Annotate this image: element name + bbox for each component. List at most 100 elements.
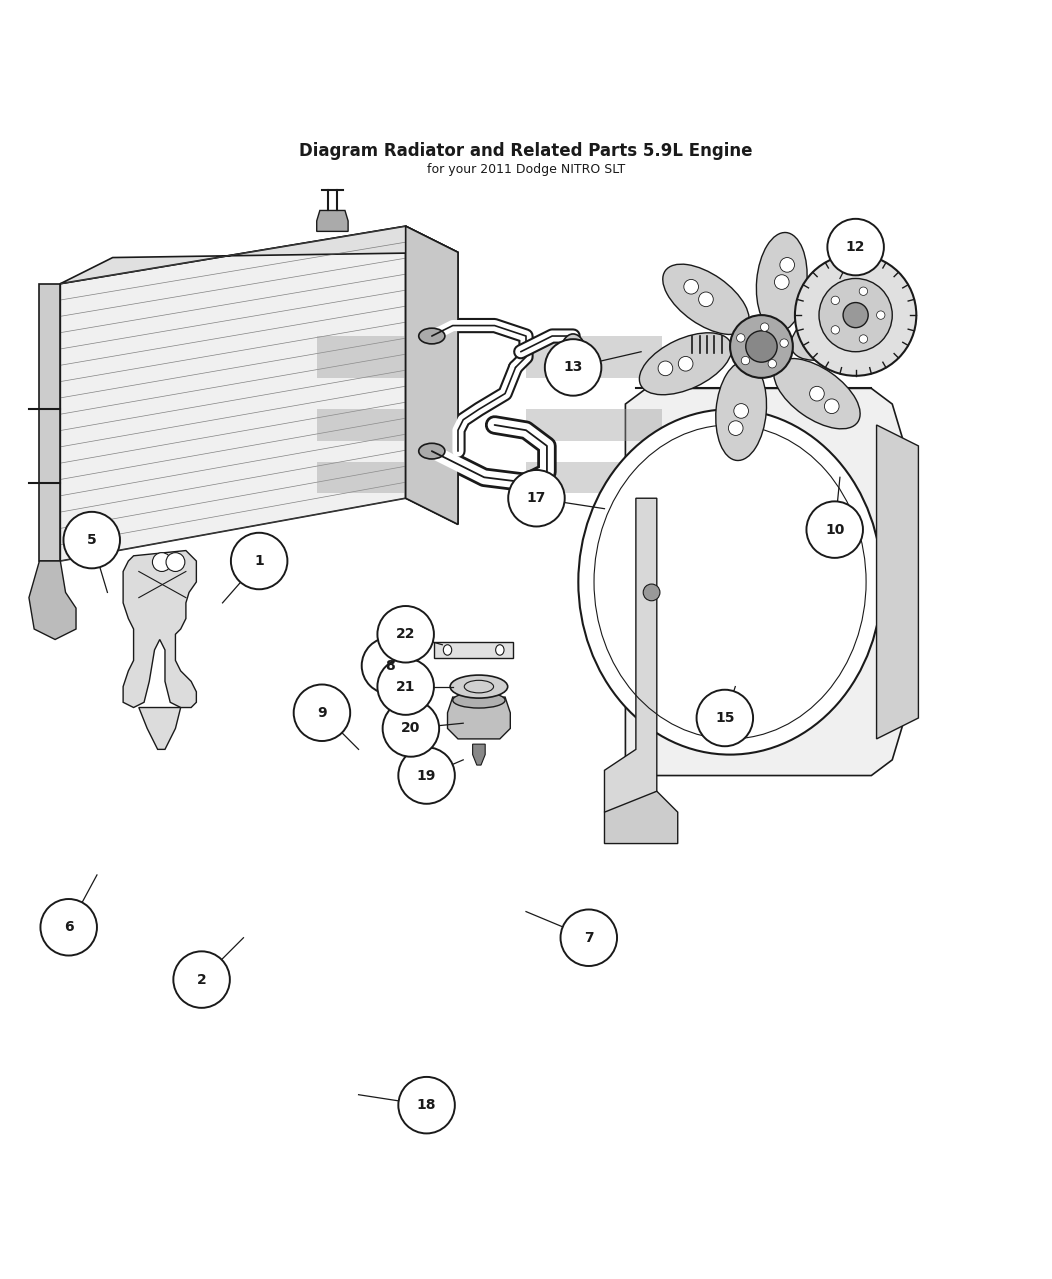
Circle shape <box>859 335 868 343</box>
Text: 17: 17 <box>527 491 546 505</box>
Circle shape <box>768 359 776 368</box>
Circle shape <box>780 339 788 348</box>
Ellipse shape <box>560 334 586 376</box>
Polygon shape <box>447 697 510 739</box>
Polygon shape <box>60 226 458 284</box>
Polygon shape <box>406 226 458 524</box>
Polygon shape <box>39 284 60 561</box>
Text: 22: 22 <box>396 627 416 641</box>
Circle shape <box>696 689 753 746</box>
Circle shape <box>230 533 287 590</box>
Text: 15: 15 <box>715 711 734 725</box>
Circle shape <box>830 322 845 336</box>
Circle shape <box>383 700 439 757</box>
Polygon shape <box>625 389 908 775</box>
Circle shape <box>561 909 618 966</box>
Circle shape <box>378 606 433 663</box>
Ellipse shape <box>640 333 732 395</box>
Text: 18: 18 <box>417 1099 437 1113</box>
Circle shape <box>746 331 777 362</box>
Polygon shape <box>406 226 458 524</box>
Polygon shape <box>317 211 348 231</box>
Polygon shape <box>472 744 485 765</box>
Ellipse shape <box>419 329 445 344</box>
Circle shape <box>174 952 229 1008</box>
Text: 1: 1 <box>255 554 264 568</box>
Ellipse shape <box>452 692 505 709</box>
FancyBboxPatch shape <box>317 409 452 441</box>
Circle shape <box>742 357 750 365</box>
Text: for your 2011 Dodge NITRO SLT: for your 2011 Dodge NITRO SLT <box>427 164 625 177</box>
Ellipse shape <box>579 409 882 755</box>
Text: 19: 19 <box>417 769 437 783</box>
Circle shape <box>40 899 97 955</box>
Text: 5: 5 <box>87 533 97 547</box>
FancyBboxPatch shape <box>526 409 662 441</box>
Circle shape <box>850 317 865 333</box>
Text: 8: 8 <box>385 659 394 673</box>
Text: 7: 7 <box>584 931 593 945</box>
Circle shape <box>153 553 171 572</box>
Polygon shape <box>605 792 677 844</box>
Polygon shape <box>123 550 197 707</box>
Circle shape <box>362 637 419 694</box>
Circle shape <box>810 386 825 402</box>
Polygon shape <box>876 425 918 739</box>
Circle shape <box>843 303 868 327</box>
Circle shape <box>774 275 789 289</box>
Circle shape <box>736 334 745 341</box>
Polygon shape <box>60 226 406 561</box>
FancyBboxPatch shape <box>317 462 452 492</box>
Circle shape <box>859 286 868 295</box>
Text: 2: 2 <box>197 972 206 986</box>
Circle shape <box>780 257 794 272</box>
Circle shape <box>807 501 863 558</box>
FancyBboxPatch shape <box>317 336 452 377</box>
Circle shape <box>831 326 839 334</box>
Circle shape <box>728 421 743 435</box>
Ellipse shape <box>443 645 451 655</box>
Circle shape <box>399 1077 454 1133</box>
Circle shape <box>825 399 839 413</box>
Text: 20: 20 <box>401 721 421 735</box>
Polygon shape <box>605 499 656 812</box>
Ellipse shape <box>774 358 861 428</box>
Ellipse shape <box>419 444 445 459</box>
Circle shape <box>761 322 769 331</box>
Text: 10: 10 <box>825 523 845 537</box>
Circle shape <box>399 747 454 803</box>
Ellipse shape <box>756 233 807 331</box>
Polygon shape <box>433 642 513 659</box>
Circle shape <box>643 585 660 601</box>
Text: Diagram Radiator and Related Parts 5.9L Engine: Diagram Radiator and Related Parts 5.9L … <box>299 142 753 160</box>
Circle shape <box>684 279 699 294</box>
Ellipse shape <box>715 362 767 460</box>
Circle shape <box>679 357 693 371</box>
Circle shape <box>545 339 602 395</box>
Circle shape <box>166 553 185 572</box>
Circle shape <box>378 659 433 715</box>
Text: 6: 6 <box>64 921 74 934</box>
Circle shape <box>699 292 713 307</box>
Circle shape <box>63 512 120 568</box>
Ellipse shape <box>495 645 504 655</box>
Circle shape <box>827 219 884 275</box>
Text: 9: 9 <box>317 706 327 720</box>
FancyBboxPatch shape <box>526 336 662 377</box>
Circle shape <box>820 279 892 352</box>
Circle shape <box>508 469 565 527</box>
Circle shape <box>294 684 350 741</box>
FancyBboxPatch shape <box>526 462 662 492</box>
Circle shape <box>730 315 793 377</box>
Circle shape <box>795 255 916 376</box>
Ellipse shape <box>663 265 749 335</box>
Text: 12: 12 <box>846 240 866 255</box>
Circle shape <box>659 361 672 376</box>
Ellipse shape <box>450 675 508 698</box>
Polygon shape <box>139 707 181 749</box>
Circle shape <box>876 311 885 320</box>
Circle shape <box>734 404 748 418</box>
Ellipse shape <box>791 298 884 361</box>
Circle shape <box>831 297 839 304</box>
Polygon shape <box>29 561 76 640</box>
